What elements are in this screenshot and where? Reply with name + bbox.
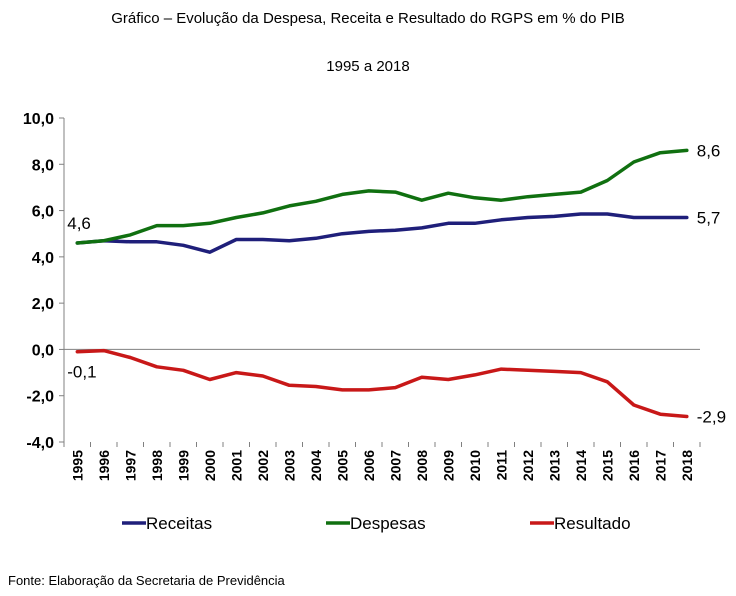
y-tick-label: -2,0 <box>26 389 54 406</box>
x-tick-label: 2014 <box>573 450 589 481</box>
chart-title: Gráfico – Evolução da Despesa, Receita e… <box>111 10 625 27</box>
x-tick-label: 2008 <box>414 450 430 481</box>
x-tick-label: 2002 <box>255 450 271 481</box>
x-tick-label: 2011 <box>493 450 509 481</box>
y-tick-label: 10,0 <box>23 111 54 128</box>
x-tick-label: 2007 <box>387 450 403 481</box>
series-line-receitas <box>75 212 689 254</box>
x-tick-label: 2018 <box>679 450 695 481</box>
chart-subtitle: 1995 a 2018 <box>326 58 410 75</box>
x-tick-label: 2010 <box>467 450 483 481</box>
x-tick-label: 2015 <box>599 450 615 481</box>
x-tick-label: 1997 <box>122 450 138 481</box>
data-label: 5,7 <box>697 209 721 228</box>
y-tick-label: 2,0 <box>32 296 54 313</box>
x-tick-label: 1998 <box>149 450 165 481</box>
legend-label-despesas: Despesas <box>350 514 426 533</box>
x-tick-label: 2016 <box>626 450 642 481</box>
data-label: 8,6 <box>697 141 721 160</box>
y-tick-label: -4,0 <box>26 435 54 452</box>
x-tick-label: 2017 <box>652 450 668 481</box>
data-label: -2,9 <box>697 408 726 427</box>
x-tick-label: 2009 <box>440 450 456 481</box>
x-tick-label: 2004 <box>308 450 324 481</box>
source-note: Fonte: Elaboração da Secretaria de Previ… <box>8 573 285 588</box>
y-tick-label: 6,0 <box>32 204 54 221</box>
x-tick-label: 1995 <box>69 450 85 481</box>
y-tick-label: 4,0 <box>32 250 54 267</box>
y-tick-label: 8,0 <box>32 157 54 174</box>
x-tick-label: 1996 <box>96 450 112 481</box>
x-tick-label: 2005 <box>334 450 350 481</box>
data-label: 4,6 <box>67 214 91 233</box>
x-tick-label: 2000 <box>202 450 218 481</box>
x-tick-label: 1999 <box>175 450 191 481</box>
y-tick-label: 0,0 <box>32 342 54 359</box>
series-line-resultado <box>75 348 689 419</box>
x-tick-label: 2003 <box>281 450 297 481</box>
legend-label-receitas: Receitas <box>146 514 212 533</box>
x-tick-label: 2001 <box>228 450 244 481</box>
legend-label-resultado: Resultado <box>554 514 631 533</box>
data-label: -0,1 <box>67 363 96 382</box>
series-line-despesas <box>75 148 689 245</box>
x-tick-label: 2006 <box>361 450 377 481</box>
x-tick-label: 2013 <box>546 450 562 481</box>
x-tick-label: 2012 <box>520 450 536 481</box>
